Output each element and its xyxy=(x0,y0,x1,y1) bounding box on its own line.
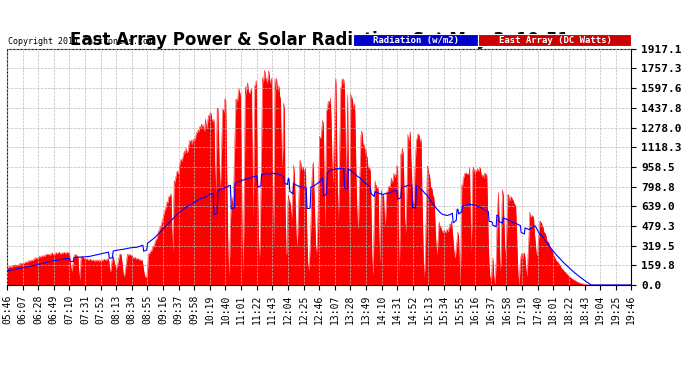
Text: East Array (DC Watts): East Array (DC Watts) xyxy=(499,36,611,45)
FancyBboxPatch shape xyxy=(353,34,478,46)
Text: Radiation (w/m2): Radiation (w/m2) xyxy=(373,36,459,45)
Text: Copyright 2014 Cartronics.com: Copyright 2014 Cartronics.com xyxy=(8,38,153,46)
Title: East Array Power & Solar Radiation  Sat May 3  19:51: East Array Power & Solar Radiation Sat M… xyxy=(70,31,569,49)
FancyBboxPatch shape xyxy=(478,34,631,46)
